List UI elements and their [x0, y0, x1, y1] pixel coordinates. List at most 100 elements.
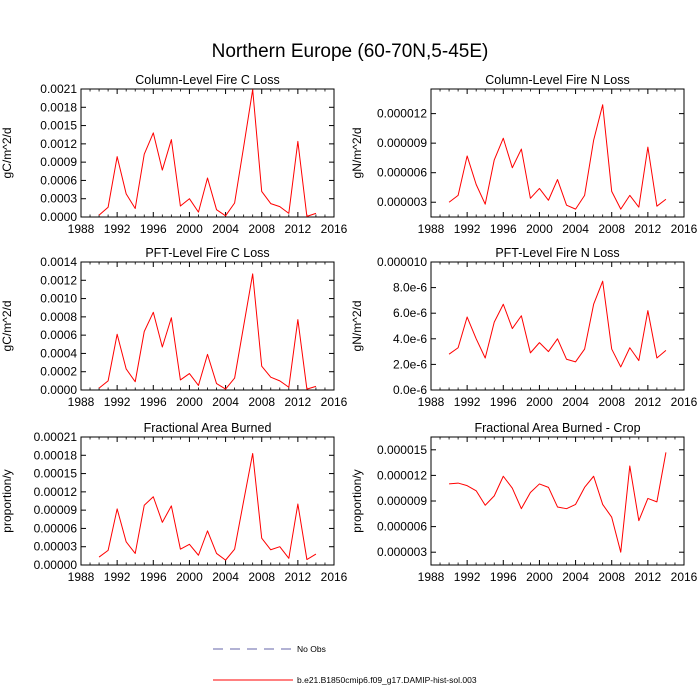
- x-tick-label: 1988: [68, 395, 95, 409]
- x-tick-label: 1992: [454, 570, 481, 584]
- y-tick-label: 0.00012: [34, 485, 78, 499]
- x-tick-label: 1988: [68, 222, 95, 236]
- x-tick-label: 2004: [562, 222, 589, 236]
- series-line: [449, 452, 667, 553]
- x-tick-label: 2012: [285, 395, 312, 409]
- panel-title: PFT-Level Fire N Loss: [495, 246, 619, 260]
- x-tick-label: 2012: [635, 570, 662, 584]
- y-tick-label: 0.00018: [34, 448, 78, 462]
- y-tick-label: 4.0e-6: [393, 332, 427, 346]
- y-tick-label: 0.0006: [40, 328, 77, 342]
- y-tick-label: 0.0012: [40, 137, 77, 151]
- x-tick-label: 1988: [68, 570, 95, 584]
- y-tick-label: 0.00000: [34, 558, 78, 572]
- y-tick-label: 6.0e-6: [393, 306, 427, 320]
- y-tick-label: 0.0014: [40, 255, 77, 269]
- x-tick-label: 1996: [490, 570, 517, 584]
- x-tick-label: 1992: [454, 222, 481, 236]
- x-tick-label: 2000: [176, 222, 203, 236]
- y-tick-label: 0.000009: [377, 136, 427, 150]
- y-axis-label: gN/m^2/d: [350, 128, 364, 179]
- y-tick-label: 0.0018: [40, 100, 77, 114]
- x-tick-label: 2000: [176, 570, 203, 584]
- panel-6: Fractional Area Burned - Crop proportion/…: [350, 421, 698, 584]
- y-tick-label: 0.0e-6: [393, 383, 427, 397]
- y-tick-label: 8.0e-6: [393, 281, 427, 295]
- x-tick-label: 1996: [140, 222, 167, 236]
- plot-frame: [430, 436, 685, 566]
- y-tick-label: 0.000006: [377, 520, 427, 534]
- y-tick-label: 0.000006: [377, 166, 427, 180]
- y-tick-label: 0.0009: [40, 155, 77, 169]
- x-tick-label: 1992: [104, 222, 131, 236]
- y-tick-label: 0.0012: [40, 273, 77, 287]
- x-tick-label: 1992: [104, 395, 131, 409]
- y-tick-label: 0.0021: [40, 82, 77, 96]
- figure-title: Northern Europe (60-70N,5-45E): [212, 41, 489, 62]
- x-tick-label: 2016: [671, 222, 698, 236]
- panel-1: Column-Level Fire C Loss gC/m^2/d 1988 1992…: [0, 73, 348, 236]
- panel-4: PFT-Level Fire N Loss gN/m^2/d 1988 1992 199…: [350, 246, 698, 409]
- x-tick-label: 1992: [104, 570, 131, 584]
- plot-frame: [80, 436, 335, 566]
- y-tick-label: 0.0008: [40, 310, 77, 324]
- panel-title: Fractional Area Burned: [144, 421, 272, 435]
- plot-frame: [80, 261, 335, 391]
- x-tick-label: 2000: [176, 395, 203, 409]
- x-tick-label: 2016: [321, 395, 348, 409]
- y-tick-label: 2.0e-6: [393, 357, 427, 371]
- panel-5: Fractional Area Burned proportion/y 1988 19…: [0, 421, 348, 584]
- x-tick-label: 2008: [598, 570, 625, 584]
- x-tick-label: 1996: [140, 570, 167, 584]
- legend-item-model: b.e21.B1850cmip6.f09_g17.DAMIP-hist-sol.…: [213, 675, 477, 685]
- x-tick-label: 2000: [526, 570, 553, 584]
- x-tick-label: 1996: [490, 395, 517, 409]
- y-tick-label: 0.000010: [377, 255, 427, 269]
- y-tick-label: 0.00009: [34, 503, 78, 517]
- y-tick-label: 0.00003: [34, 540, 78, 554]
- y-axis-label: gC/m^2/d: [0, 128, 14, 179]
- panel-2: Column-Level Fire N Loss gN/m^2/d 1988 1992…: [350, 73, 698, 236]
- x-tick-label: 2012: [285, 570, 312, 584]
- x-tick-label: 2004: [212, 395, 239, 409]
- panels: Column-Level Fire C Loss gC/m^2/d 1988 1992…: [0, 73, 698, 584]
- y-axis-label: gC/m^2/d: [0, 301, 14, 352]
- y-tick-label: 0.0015: [40, 119, 77, 133]
- x-tick-label: 2016: [671, 395, 698, 409]
- x-tick-label: 2000: [526, 395, 553, 409]
- x-tick-label: 1996: [140, 395, 167, 409]
- panel-3: PFT-Level Fire C Loss gC/m^2/d 1988 1992 199…: [0, 246, 348, 409]
- x-tick-label: 2012: [635, 222, 662, 236]
- x-tick-label: 2004: [212, 570, 239, 584]
- y-tick-label: 0.000015: [377, 443, 427, 457]
- y-tick-label: 0.0000: [40, 383, 77, 397]
- x-tick-label: 2008: [598, 395, 625, 409]
- y-tick-label: 0.00015: [34, 467, 78, 481]
- x-tick-label: 2016: [321, 222, 348, 236]
- y-tick-label: 0.000003: [377, 545, 427, 559]
- y-tick-label: 0.0010: [40, 292, 77, 306]
- y-tick-label: 0.00021: [34, 430, 78, 444]
- y-axis-label: proportion/y: [0, 469, 14, 532]
- x-tick-label: 2008: [248, 570, 275, 584]
- panel-title: Fractional Area Burned - Crop: [474, 421, 640, 435]
- y-tick-label: 0.000009: [377, 494, 427, 508]
- x-tick-label: 2004: [562, 395, 589, 409]
- y-tick-label: 0.0004: [40, 346, 77, 360]
- x-tick-label: 1992: [454, 395, 481, 409]
- x-tick-label: 1988: [418, 395, 445, 409]
- y-axis-label: gN/m^2/d: [350, 301, 364, 352]
- y-tick-label: 0.0002: [40, 365, 77, 379]
- legend: No Obs b.e21.B1850cmip6.f09_g17.DAMIP-hi…: [213, 644, 477, 685]
- series-line: [98, 273, 317, 390]
- y-tick-label: 0.000012: [377, 107, 427, 121]
- y-axis-label: proportion/y: [350, 469, 364, 532]
- series-line: [98, 452, 317, 561]
- legend-label-model: b.e21.B1850cmip6.f09_g17.DAMIP-hist-sol.…: [297, 675, 477, 685]
- legend-item-no-obs: No Obs: [213, 644, 326, 654]
- x-tick-label: 1996: [490, 222, 517, 236]
- plot-frame: [430, 261, 685, 391]
- x-tick-label: 1988: [418, 570, 445, 584]
- legend-label-no-obs: No Obs: [297, 644, 326, 654]
